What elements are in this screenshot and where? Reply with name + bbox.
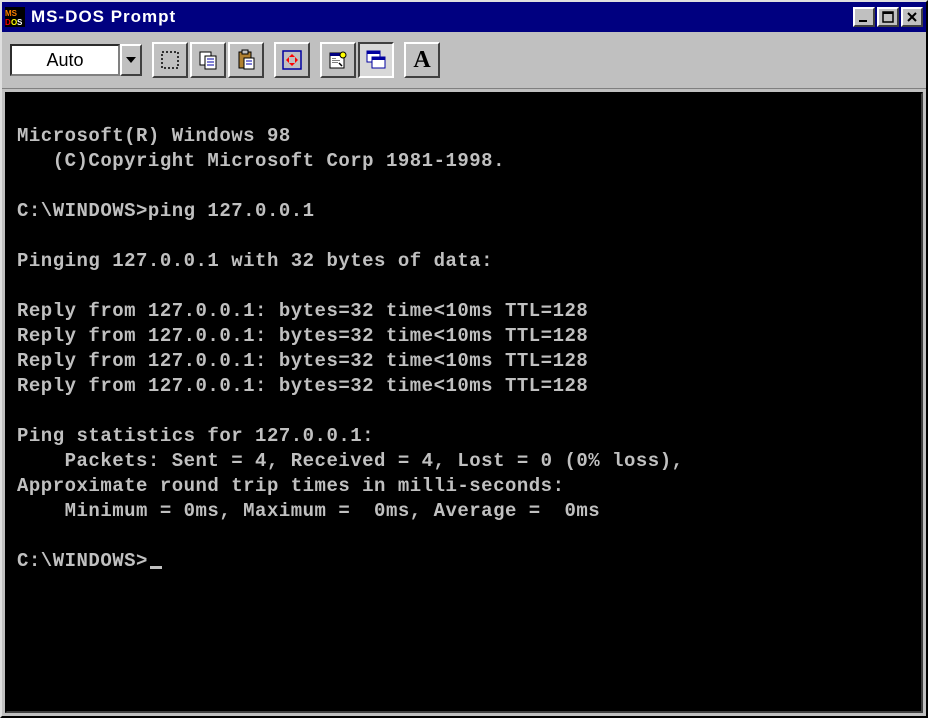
font-size-value: Auto <box>10 44 120 76</box>
close-button[interactable] <box>901 7 923 27</box>
font-size-dropdown-button[interactable] <box>120 44 142 76</box>
mark-button[interactable] <box>152 42 188 78</box>
svg-text:MS: MS <box>5 9 18 18</box>
client-area: Microsoft(R) Windows 98 (C)Copyright Mic… <box>2 89 926 716</box>
minimize-button[interactable] <box>853 7 875 27</box>
fullscreen-button[interactable] <box>274 42 310 78</box>
copy-button[interactable] <box>190 42 226 78</box>
window-frame: MS D O S MS-DOS Prompt Auto <box>0 0 928 718</box>
system-menu-icon[interactable]: MS D O S <box>5 7 25 27</box>
font-size-selector[interactable]: Auto <box>10 44 142 76</box>
font-button[interactable]: A <box>404 42 440 78</box>
titlebar[interactable]: MS D O S MS-DOS Prompt <box>2 2 926 32</box>
toolbar: Auto <box>2 32 926 89</box>
window-title: MS-DOS Prompt <box>31 7 851 27</box>
properties-button[interactable] <box>320 42 356 78</box>
props-group <box>320 42 394 78</box>
background-button[interactable] <box>358 42 394 78</box>
fullscreen-group <box>274 42 310 78</box>
terminal-output[interactable]: Microsoft(R) Windows 98 (C)Copyright Mic… <box>5 92 923 713</box>
edit-button-group <box>152 42 264 78</box>
maximize-button[interactable] <box>877 7 899 27</box>
font-button-label: A <box>413 47 430 74</box>
paste-button[interactable] <box>228 42 264 78</box>
cursor <box>150 566 162 569</box>
font-group: A <box>404 42 440 78</box>
svg-text:S: S <box>17 18 23 27</box>
